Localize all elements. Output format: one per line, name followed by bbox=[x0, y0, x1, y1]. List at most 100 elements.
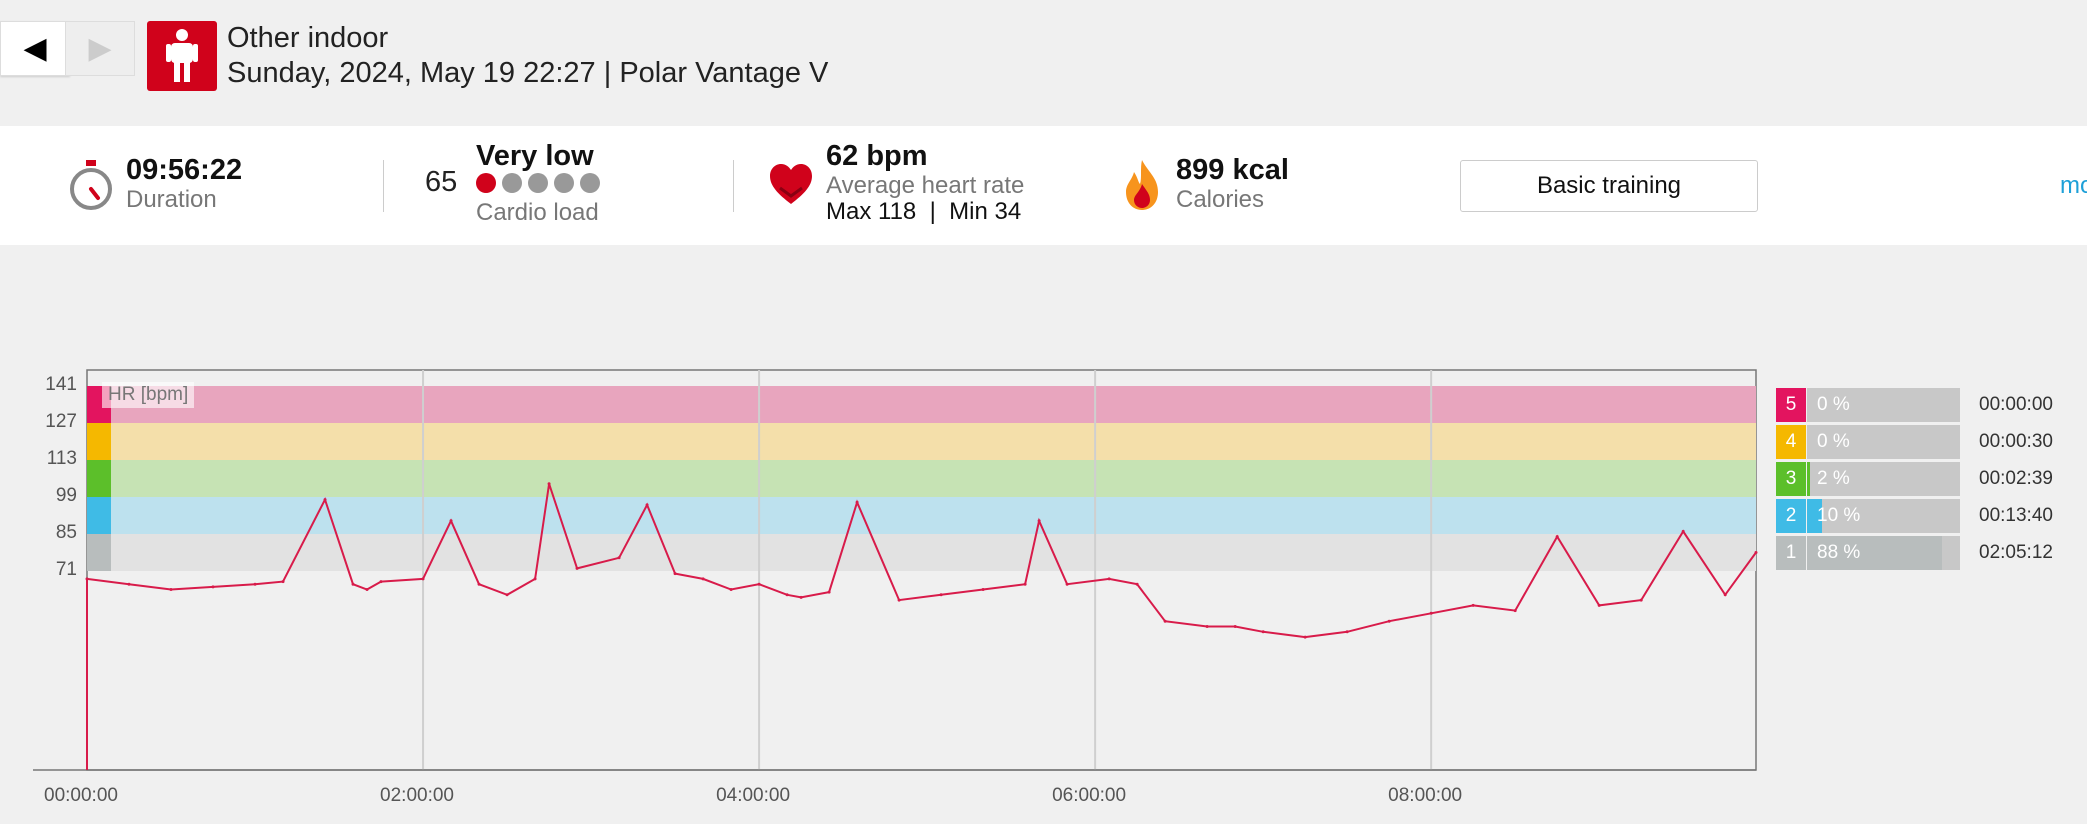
zone-band-2 bbox=[87, 497, 1756, 534]
hr-point bbox=[701, 577, 705, 581]
zone-time: 02:05:12 bbox=[1979, 542, 2053, 563]
hr-point bbox=[1261, 630, 1265, 634]
zone-chip-1 bbox=[87, 534, 111, 571]
hr-point bbox=[785, 593, 789, 597]
zone-bar: 10 % bbox=[1807, 499, 1960, 533]
hr-point bbox=[1205, 625, 1209, 628]
chart-legend: HR [bpm] bbox=[102, 382, 195, 408]
previous-activity-button[interactable]: ◀ bbox=[0, 21, 70, 76]
hr-point bbox=[1065, 582, 1069, 586]
hr-point bbox=[1723, 593, 1727, 597]
zone-summary-row: 5 0 % bbox=[1776, 388, 1960, 422]
person-icon bbox=[166, 29, 198, 82]
zone-number: 2 bbox=[1776, 499, 1806, 533]
hr-point bbox=[575, 566, 579, 570]
hr-point bbox=[1754, 551, 1758, 554]
stopwatch-icon bbox=[70, 160, 112, 210]
calories-label: Calories bbox=[1176, 186, 1265, 213]
heart-icon bbox=[770, 164, 812, 204]
hr-point bbox=[729, 588, 733, 591]
duration-label: Duration bbox=[126, 186, 217, 213]
cardio-dot bbox=[580, 173, 600, 193]
hr-point bbox=[645, 503, 649, 507]
hr-point bbox=[1597, 603, 1601, 607]
hr-point bbox=[211, 585, 215, 589]
hr-point bbox=[617, 556, 621, 560]
hr-point bbox=[897, 598, 901, 602]
zone-summary-row: 3 2 % bbox=[1776, 462, 1960, 496]
cardio-dot bbox=[554, 173, 574, 193]
hr-point bbox=[673, 572, 677, 576]
y-tick-label: 85 bbox=[55, 522, 77, 543]
zone-bar: 0 % bbox=[1807, 425, 1960, 459]
hr-point bbox=[1429, 611, 1433, 615]
zone-number: 1 bbox=[1776, 536, 1806, 570]
hr-point bbox=[1639, 598, 1643, 602]
arrow-right-icon: ▶ bbox=[88, 32, 112, 65]
zone-number: 5 bbox=[1776, 388, 1806, 422]
hr-point bbox=[351, 582, 355, 586]
heart-rate-chart: 141 127 113 99 85 71 00:00:00 02:00:00 04:00:00… bbox=[0, 360, 2087, 824]
sport-title: Other indoor bbox=[227, 22, 389, 54]
divider bbox=[733, 160, 734, 212]
hr-point bbox=[379, 580, 383, 584]
hr-point bbox=[799, 595, 803, 599]
zone-summary-row: 4 0 % bbox=[1776, 425, 1960, 459]
hr-point bbox=[477, 582, 481, 586]
cardio-dot bbox=[502, 173, 522, 193]
zone-chip-4 bbox=[87, 423, 111, 460]
arrow-left-icon: ◀ bbox=[23, 32, 47, 65]
hr-point bbox=[1345, 630, 1349, 634]
zone-band-4 bbox=[87, 423, 1756, 460]
zone-time: 00:00:30 bbox=[1979, 431, 2053, 452]
x-tick-label: 06:00:00 bbox=[1052, 785, 1127, 806]
hr-point bbox=[939, 593, 943, 597]
hr-point bbox=[757, 582, 761, 586]
zone-bar-fill bbox=[1807, 536, 1942, 570]
hr-chart-svg bbox=[33, 369, 1758, 771]
basic-training-button[interactable]: Basic training bbox=[1460, 160, 1758, 212]
next-activity-button[interactable]: ▶ bbox=[65, 21, 135, 76]
hr-point bbox=[1513, 609, 1517, 613]
hr-point bbox=[1303, 635, 1307, 639]
cardio-load-value: 65 bbox=[425, 166, 458, 198]
zone-chip-3 bbox=[87, 460, 111, 497]
x-tick-label: 08:00:00 bbox=[1388, 785, 1463, 806]
zone-percent: 2 % bbox=[1817, 468, 1850, 489]
hr-point bbox=[1037, 519, 1041, 523]
zone-band-5 bbox=[87, 386, 1756, 423]
hr-point bbox=[505, 593, 509, 597]
x-tick-label: 04:00:00 bbox=[716, 785, 791, 806]
zone-band-1 bbox=[87, 534, 1756, 571]
zone-bar: 0 % bbox=[1807, 388, 1960, 422]
cardio-dot bbox=[476, 173, 496, 193]
hr-point bbox=[1387, 619, 1391, 623]
activity-header: ◀ ▶ Other indoor Sunday, 2024, May 19 22… bbox=[0, 0, 2087, 126]
hr-point bbox=[421, 577, 425, 581]
hr-point bbox=[1681, 529, 1685, 533]
cardio-load-dots bbox=[476, 173, 606, 198]
y-tick-label: 113 bbox=[46, 448, 77, 469]
hr-point bbox=[533, 577, 537, 581]
heart-rate-minmax: Max 118 | Min 34 bbox=[826, 198, 1022, 225]
y-tick-label: 99 bbox=[55, 485, 77, 506]
hr-point bbox=[827, 590, 831, 594]
summary-stats: 09:56:22 Duration 65 Very low Cardio loa… bbox=[0, 126, 2087, 245]
zone-percent: 88 % bbox=[1817, 542, 1861, 563]
hr-point bbox=[127, 582, 131, 586]
hr-point bbox=[281, 580, 285, 584]
zone-number: 3 bbox=[1776, 462, 1806, 496]
zone-summary-row: 1 88 % bbox=[1776, 536, 1960, 570]
hr-point bbox=[1233, 625, 1237, 628]
hr-point bbox=[547, 482, 551, 486]
hr-point bbox=[1135, 582, 1139, 586]
hr-point bbox=[323, 498, 327, 502]
hr-point bbox=[855, 500, 859, 504]
x-tick-label: 00:00:00 bbox=[44, 785, 118, 806]
zone-time: 00:13:40 bbox=[1979, 505, 2053, 526]
hr-point bbox=[449, 519, 453, 523]
more-link[interactable]: mo bbox=[2060, 172, 2087, 199]
zone-time: 00:02:39 bbox=[1979, 468, 2053, 489]
zone-percent: 10 % bbox=[1817, 505, 1861, 526]
zone-bar: 2 % bbox=[1807, 462, 1960, 496]
